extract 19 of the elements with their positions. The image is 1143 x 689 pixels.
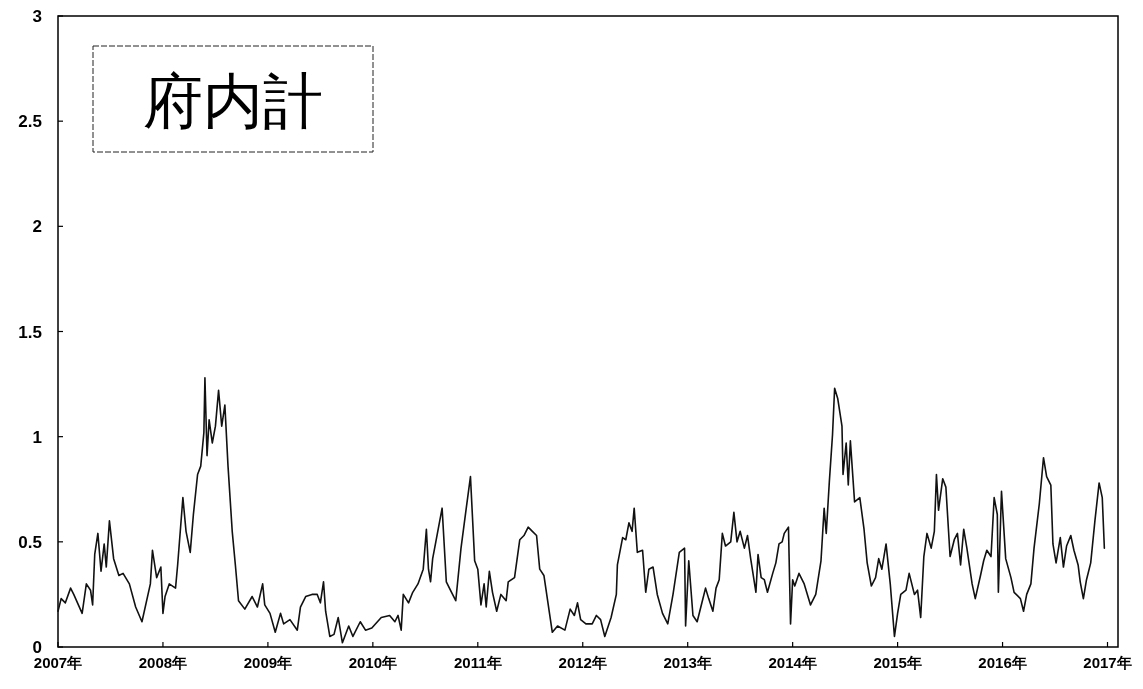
y-tick-label: 2.5	[18, 112, 42, 132]
x-tick-label: 2017年	[1083, 654, 1132, 671]
x-tick-label: 2013年	[663, 654, 712, 671]
x-tick-label: 2016年	[978, 654, 1027, 671]
x-tick-label: 2011年	[454, 654, 502, 671]
x-tick-label: 2008年	[138, 654, 188, 671]
y-tick-label: 2	[32, 217, 42, 237]
x-tick-label: 2009年	[243, 654, 293, 671]
y-tick-label: 0.5	[18, 532, 42, 552]
x-tick-label: 2015年	[873, 654, 922, 671]
x-tick-label: 2010年	[348, 654, 398, 671]
y-tick-label: 1	[32, 427, 42, 447]
x-tick-label: 2014年	[768, 654, 817, 671]
y-tick-label: 0	[32, 638, 42, 657]
text: 府内計	[143, 68, 323, 135]
x-tick-label: 2012年	[558, 654, 607, 671]
y-tick-label: 3	[32, 7, 42, 26]
y-tick-label: 1.5	[18, 322, 42, 342]
x-tick-label: 2007年	[33, 654, 83, 671]
